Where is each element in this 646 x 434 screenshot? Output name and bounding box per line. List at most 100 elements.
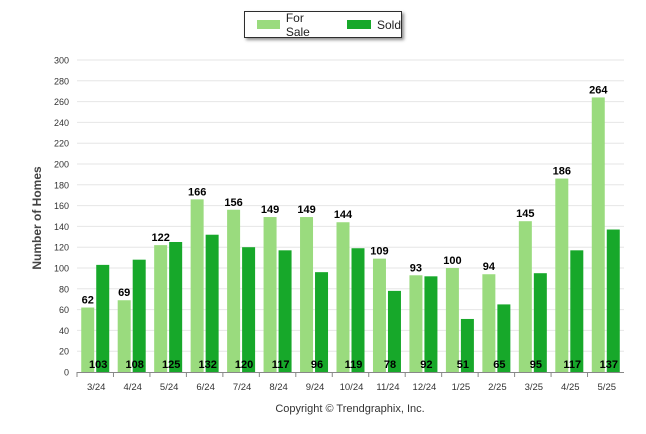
data-label-for-sale: 93 [410, 262, 422, 274]
bar-for-sale [409, 275, 423, 372]
bar-sold [387, 290, 401, 372]
bar-sold [533, 273, 547, 372]
y-tick-label: 240 [54, 118, 69, 128]
data-label-for-sale: 62 [82, 295, 94, 307]
bar-sold [278, 250, 292, 372]
bars: 62 103 69 108 122 125 166 132 156 120 149 117 149 96 1… [81, 84, 620, 372]
bar-sold [424, 276, 438, 372]
data-label-sold: 65 [493, 359, 505, 371]
data-label-for-sale: 109 [370, 246, 388, 258]
y-tick-label: 40 [59, 326, 69, 336]
bar-for-sale [555, 178, 569, 372]
x-tick-label: 10/24 [340, 382, 364, 393]
bar-sold [242, 247, 256, 372]
data-label-for-sale: 100 [443, 255, 461, 267]
y-tick-label: 160 [54, 201, 69, 211]
y-tick-label: 20 [59, 347, 69, 357]
y-tick-label: 100 [54, 264, 69, 274]
data-label-sold: 137 [600, 359, 618, 371]
data-label-for-sale: 145 [516, 208, 534, 220]
bar-sold [169, 242, 183, 372]
data-label-for-sale: 264 [589, 84, 608, 96]
bar-for-sale [227, 209, 241, 372]
data-label-sold: 132 [198, 359, 216, 371]
data-label-sold: 108 [126, 359, 144, 371]
data-label-for-sale: 149 [261, 204, 279, 216]
data-label-sold: 120 [235, 359, 253, 371]
y-tick-label: 60 [59, 305, 69, 315]
x-tick-label: 4/25 [561, 382, 580, 393]
x-tick-label: 5/25 [598, 382, 617, 393]
bar-for-sale [372, 258, 386, 372]
x-tick-label: 5/24 [160, 382, 179, 393]
y-tick-label: 0 [64, 368, 69, 378]
data-label-sold: 125 [162, 359, 180, 371]
legend-item-for-sale[interactable]: For Sale [257, 11, 329, 39]
x-tick-label: 9/24 [306, 382, 325, 393]
x-tick-label: 3/25 [525, 382, 544, 393]
bar-for-sale [518, 221, 532, 372]
data-label-for-sale: 94 [483, 261, 496, 273]
bar-sold [460, 318, 474, 372]
bar-for-sale [263, 217, 277, 372]
data-label-sold: 51 [457, 359, 469, 371]
data-label-sold: 103 [89, 359, 107, 371]
bar-for-sale [190, 199, 204, 372]
grid [77, 59, 624, 352]
data-label-for-sale: 144 [334, 209, 353, 221]
bar-for-sale [81, 307, 95, 372]
bar-for-sale [154, 245, 168, 372]
data-label-for-sale: 166 [188, 186, 206, 198]
data-label-sold: 78 [384, 359, 396, 371]
legend-label-sold: Sold [376, 17, 401, 32]
for-sale-swatch [257, 20, 280, 29]
y-tick-label: 280 [54, 76, 69, 86]
data-label-for-sale: 156 [224, 197, 242, 209]
data-label-sold: 117 [563, 359, 581, 371]
x-tick-label: 4/24 [123, 382, 142, 393]
y-axis-label: Number of Homes [30, 166, 44, 270]
bar-for-sale [591, 97, 605, 372]
bar-for-sale [300, 217, 314, 372]
x-tick-label: 11/24 [376, 382, 399, 393]
legend: For Sale Sold [244, 11, 402, 39]
bar-sold [96, 264, 110, 372]
bar-sold [351, 248, 365, 372]
x-tick-label: 3/24 [87, 382, 106, 393]
data-label-for-sale: 186 [553, 166, 571, 178]
y-tick-label: 300 [54, 56, 69, 66]
x-tick-label: 12/24 [413, 382, 437, 393]
bar-sold [205, 234, 219, 372]
x-tick-label: 8/24 [269, 382, 288, 393]
bar-sold [132, 259, 146, 372]
bar-sold [497, 304, 511, 372]
x-tick-label: 7/24 [233, 382, 252, 393]
data-label-sold: 117 [272, 359, 290, 371]
x-tick-label: 2/25 [488, 382, 507, 393]
data-label-for-sale: 69 [118, 287, 130, 299]
data-label-sold: 92 [420, 359, 432, 371]
x-tick-label: 6/24 [196, 382, 215, 393]
copyright-text: Copyright © Trendgraphix, Inc. [275, 403, 425, 415]
data-label-sold: 96 [311, 359, 323, 371]
sold-swatch [346, 20, 371, 29]
data-label-for-sale: 149 [297, 204, 315, 216]
bar-for-sale [336, 222, 350, 372]
data-label-sold: 119 [345, 359, 363, 371]
legend-label-for-sale: For Sale [285, 10, 310, 39]
y-tick-label: 120 [54, 243, 69, 253]
legend-item-sold[interactable]: Sold [346, 17, 401, 32]
x-tick-label: 1/25 [452, 382, 471, 393]
data-label-for-sale: 122 [151, 232, 169, 244]
y-tick-label: 220 [54, 139, 69, 149]
data-label-sold: 95 [530, 359, 542, 371]
bar-for-sale [482, 274, 496, 372]
bar-for-sale [445, 268, 459, 372]
bar-sold [570, 250, 584, 372]
bar-sold [315, 272, 329, 372]
y-tick-label: 200 [54, 160, 69, 170]
bar-for-sale [117, 300, 131, 372]
y-tick-label: 140 [54, 222, 69, 232]
y-tick-label: 180 [54, 180, 69, 190]
